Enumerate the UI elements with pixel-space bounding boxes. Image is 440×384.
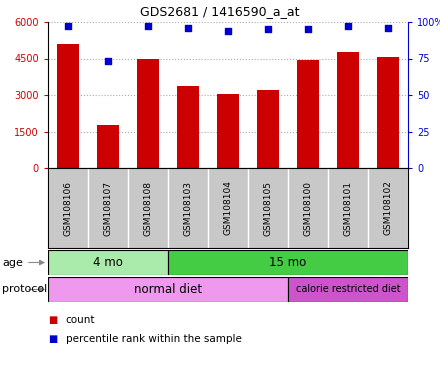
Bar xyxy=(168,250,408,275)
Text: GSM108101: GSM108101 xyxy=(344,180,352,235)
Bar xyxy=(177,86,199,168)
Bar xyxy=(57,44,79,168)
Point xyxy=(224,28,231,34)
Bar xyxy=(297,60,319,168)
Text: GSM108100: GSM108100 xyxy=(304,180,312,235)
Point xyxy=(304,26,312,32)
Bar xyxy=(97,126,119,168)
Text: normal diet: normal diet xyxy=(134,283,202,296)
Text: GSM108106: GSM108106 xyxy=(63,180,73,235)
Point xyxy=(104,58,111,65)
Bar xyxy=(137,58,159,168)
Text: 4 mo: 4 mo xyxy=(93,256,123,269)
Point xyxy=(65,23,72,30)
Text: percentile rank within the sample: percentile rank within the sample xyxy=(66,334,242,344)
Text: ■: ■ xyxy=(48,334,57,344)
Text: GSM108105: GSM108105 xyxy=(264,180,272,235)
Point xyxy=(264,26,271,32)
Bar xyxy=(217,94,239,168)
Point xyxy=(184,25,191,31)
Text: GSM108108: GSM108108 xyxy=(143,180,153,235)
Bar xyxy=(257,90,279,168)
Bar xyxy=(48,277,288,302)
Bar xyxy=(288,277,408,302)
Bar xyxy=(337,53,359,168)
Text: GSM108104: GSM108104 xyxy=(224,180,232,235)
Point xyxy=(385,25,392,31)
Bar xyxy=(48,250,168,275)
Text: GSM108102: GSM108102 xyxy=(384,180,392,235)
Text: protocol: protocol xyxy=(2,285,48,295)
Point xyxy=(345,23,352,30)
Text: GSM108107: GSM108107 xyxy=(103,180,113,235)
Text: 15 mo: 15 mo xyxy=(269,256,307,269)
Text: age: age xyxy=(2,258,23,268)
Text: GDS2681 / 1416590_a_at: GDS2681 / 1416590_a_at xyxy=(140,5,300,18)
Text: GSM108103: GSM108103 xyxy=(183,180,193,235)
Text: calorie restricted diet: calorie restricted diet xyxy=(296,285,400,295)
Bar xyxy=(377,57,399,168)
Point xyxy=(144,23,151,30)
Text: ■: ■ xyxy=(48,315,57,325)
Text: count: count xyxy=(66,315,95,325)
